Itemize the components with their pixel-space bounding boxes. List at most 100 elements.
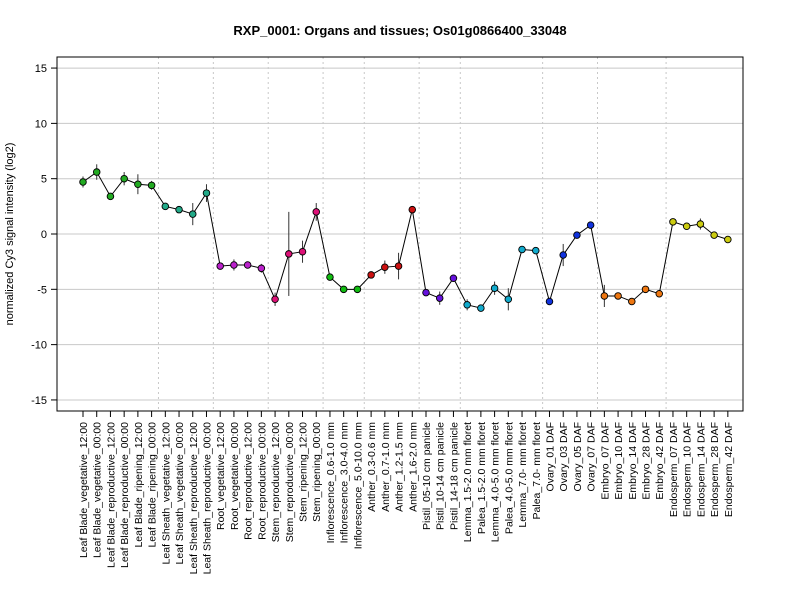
chart-title: RXP_0001: Organs and tissues; Os01g08664… [233,23,566,38]
data-point [655,289,663,298]
x-tick-label: Inflorescence_5.0-10.0 mm [352,422,364,549]
data-point [175,205,183,214]
data-point [435,294,444,302]
series-line [82,171,728,309]
x-tick-label: Endosperm_07 DAF [668,422,680,517]
axis-layer: -15 -10 -5 0 5 10 15 [31,56,744,417]
x-tick-label: Embryo_28 DAF [641,422,653,500]
x-tick-label: Lemma_7.0- mm floret [517,422,529,528]
data-point [724,235,732,244]
data-point [408,205,417,214]
data-point [271,295,279,304]
x-tick-label: Ovary_05 DAF [572,422,584,491]
data-point [353,285,362,294]
data-point [312,208,320,216]
data-layer [79,164,732,312]
x-tick-label: Leaf Blade_ripening_12:00 [133,422,145,548]
data-point [147,181,156,190]
x-tick-label: Leaf Sheath_reproductive_00:00 [201,422,213,575]
x-tick-label: Endosperm_10 DAF [682,422,694,517]
y-tick-label: 10 [35,118,47,130]
x-tick-label: Root_reproductive_00:00 [256,422,268,540]
x-tick-label: Embryo_10 DAF [613,422,625,500]
x-tick-label: Root_reproductive_12:00 [243,422,255,540]
data-point [696,220,705,228]
data-point [216,262,224,270]
data-point [230,261,238,269]
x-tick-label: Leaf Blade_vegetative_12:00 [78,422,90,558]
grid-layer [57,57,743,411]
x-tick-label: Palea_7.0- mm floret [531,422,543,520]
x-tick-label: Anther_1.2-1.5 mm [394,422,406,512]
x-tick-label: Leaf Blade_vegetative_00:00 [92,422,104,558]
x-tick-label: Endosperm_28 DAF [709,422,721,517]
x-tick-label: Leaf Sheath_vegetative_00:00 [174,422,186,565]
data-point [504,295,513,304]
x-tick-label: Lemma_4.0-5.0 mm floret [490,422,502,542]
x-tick-label: Pistil_10-14 cm panicle [435,422,447,530]
y-tick-label: 5 [41,174,47,186]
x-tick-label: Inflorescence_3.0-4.0 mm [339,422,351,544]
x-tick-label: Embryo_07 DAF [599,422,611,500]
data-point [641,285,650,294]
data-point [573,231,581,239]
data-point [394,262,403,270]
data-point [298,247,307,256]
x-tick-label: Pistil_05-10 cm panicle [421,422,433,530]
data-point [326,273,334,281]
x-tick-label: Inflorescence_0.6-1.0 mm [325,422,337,544]
data-point [92,168,101,176]
x-tick-label: Endosperm_14 DAF [695,422,707,517]
data-point [586,221,595,229]
x-tick-labels: Leaf Blade_vegetative_12:00 Leaf Blade_ve… [78,422,735,575]
x-tick-label: Embryo_14 DAF [627,422,639,500]
data-point [614,292,622,300]
x-tick-label: Leaf Blade_reproductive_12:00 [105,422,117,568]
x-tick-label: Embryo_42 DAF [654,422,666,500]
data-point [518,245,526,254]
data-point [669,218,677,226]
data-point [490,284,499,292]
x-tick-label: Anther_0.7-1.0 mm [380,422,392,512]
data-point [339,285,348,294]
x-tick-label: Ovary_07 DAF [586,422,598,491]
data-point [463,301,471,309]
data-point [243,261,252,269]
data-point [710,231,718,239]
x-tick-label: Anther_1.6-2.0 mm [407,422,419,512]
x-tick-label: Root_vegetative_00:00 [229,422,241,530]
data-point [257,264,266,273]
y-tick-label: -15 [31,395,47,407]
y-tick-label: 0 [41,229,47,241]
data-point [422,288,430,297]
x-tick-label: Leaf Blade_reproductive_00:00 [119,422,131,568]
data-point [161,202,170,211]
data-point [134,180,142,188]
data-point [600,292,609,300]
x-tick-label: Ovary_01 DAF [544,422,556,491]
data-point [682,222,691,231]
x-tick-label: Stem_ripening_00:00 [311,422,323,522]
x-tick-label: Ovary_03 DAF [558,422,570,491]
data-point [532,246,540,255]
x-tick-label: Root_vegetative_12:00 [215,422,227,530]
x-tick-label: Pistil_14-18 cm panicle [448,422,460,530]
x-tick-label: Stem_ripening_12:00 [298,422,310,522]
x-tick-label: Stem_reproductive_00:00 [284,422,296,542]
data-point [628,297,636,306]
y-tick-label: 15 [35,63,47,75]
data-point [189,210,197,218]
x-tick-label: Stem_reproductive_12:00 [270,422,282,542]
data-point [381,263,389,271]
data-point [477,304,485,312]
x-tick-label: Endosperm_42 DAF [723,422,735,517]
data-point [106,192,115,201]
data-point [545,297,554,306]
y-tick-label: -5 [37,284,47,296]
data-point [367,271,375,279]
y-axis-label: normalized Cy3 signal intensity (log2) [4,143,16,326]
x-tick-label: Leaf Blade_ripening_00:00 [147,422,159,548]
x-tick-label: Palea_1.5-2.0 mm floret [476,422,488,534]
